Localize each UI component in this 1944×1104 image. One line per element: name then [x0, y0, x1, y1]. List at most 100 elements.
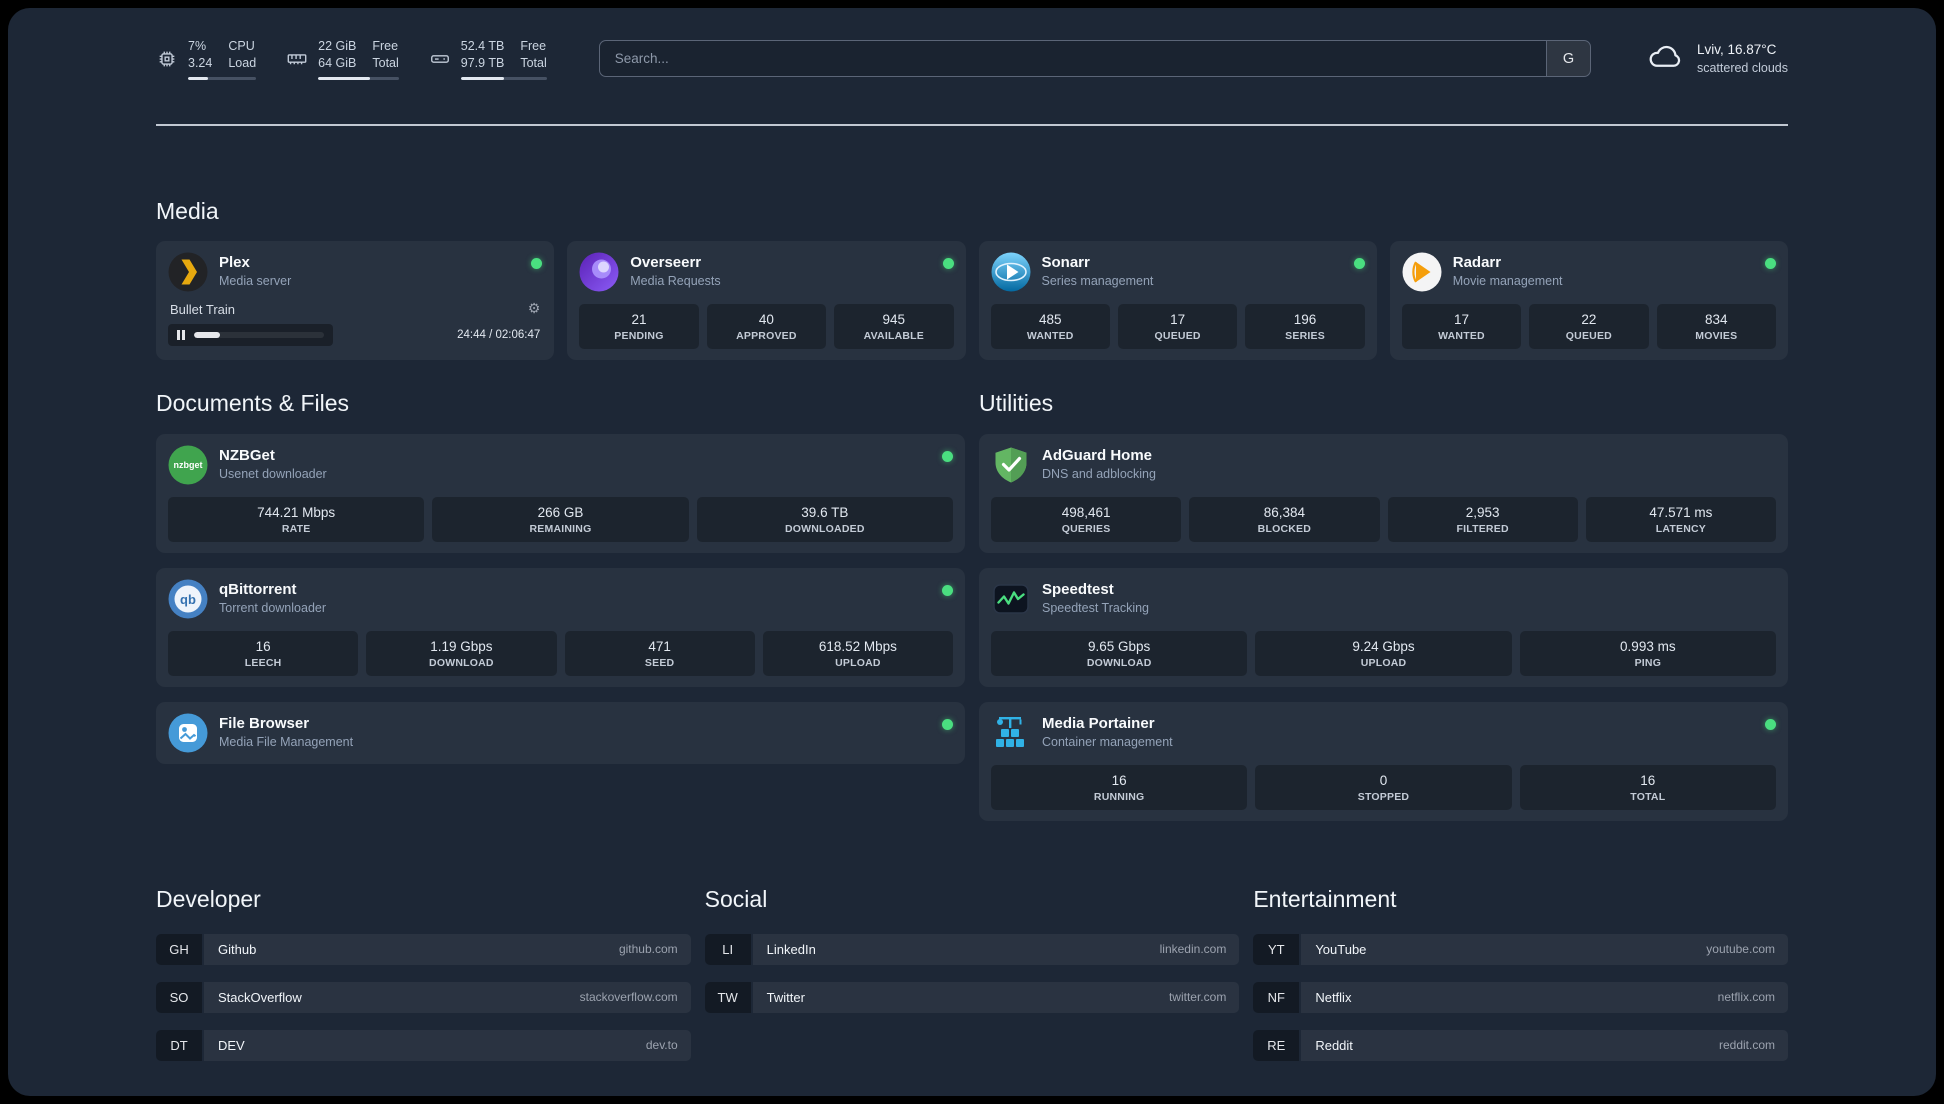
service-desc: Speedtest Tracking	[1042, 600, 1150, 615]
memory-widget: 22 GiB 64 GiB Free Total	[286, 38, 399, 80]
stats-row: 21 PENDING 40 APPROVED 945 AVAILABLE	[579, 304, 954, 350]
utilities-section: Utilities AdGuard Home DNS and adblockin…	[979, 390, 1788, 836]
bookmark-link[interactable]: RE Reddit reddit.com	[1253, 1029, 1788, 1061]
disk-icon	[429, 48, 451, 70]
memory-total-value: 64 GiB	[318, 55, 357, 70]
playback-time: 24:44 / 02:06:47	[457, 329, 541, 342]
service-card-nzbget[interactable]: nzbget NZBGet Usenet downloader 744.21 M…	[156, 433, 965, 553]
service-desc: Torrent downloader	[219, 600, 327, 615]
bookmark-link[interactable]: SO StackOverflow stackoverflow.com	[156, 981, 691, 1013]
stat-box: 47.571 ms LATENCY	[1585, 496, 1776, 542]
service-name: qBittorrent	[219, 580, 297, 598]
bookmark-url: netflix.com	[1717, 990, 1775, 1005]
bookmark-link[interactable]: TW Twitter twitter.com	[704, 981, 1240, 1013]
pause-button[interactable]	[177, 330, 185, 341]
stat-label: LATENCY	[1655, 522, 1707, 535]
disk-total-label: Total	[520, 55, 547, 70]
service-card-sonarr[interactable]: Sonarr Series management 485 WANTED	[978, 241, 1377, 361]
service-card-qbittorrent[interactable]: qb qBittorrent Torrent downloader 16 LEE…	[156, 567, 965, 687]
stat-label: DOWNLOAD	[1086, 656, 1152, 669]
stat-label: WANTED	[1026, 330, 1074, 343]
stat-value: 17	[1170, 312, 1186, 328]
stats-row: 744.21 Mbps RATE 266 GB REMAINING 39.6 T…	[168, 496, 953, 542]
bookmark-name: LinkedIn	[766, 941, 816, 957]
bookmark-link[interactable]: LI LinkedIn linkedin.com	[704, 933, 1240, 965]
playback-progress-bar[interactable]	[193, 332, 324, 339]
bookmark-url: stackoverflow.com	[579, 990, 678, 1005]
service-card-portainer[interactable]: Media Portainer Container management 16 …	[979, 701, 1788, 821]
weather-widget: Lviv, 16.87°C scattered clouds	[1643, 38, 1788, 79]
stat-value: 9.65 Gbps	[1088, 638, 1151, 654]
stat-value: 618.52 Mbps	[818, 638, 897, 654]
memory-free-label: Free	[372, 39, 399, 53]
bookmark-link[interactable]: NF Netflix netflix.com	[1253, 981, 1788, 1013]
memory-free-value: 22 GiB	[318, 39, 357, 53]
service-card-overseerr[interactable]: Overseerr Media Requests 21 PENDING	[567, 241, 966, 361]
overseerr-icon	[579, 252, 619, 292]
dashboard: 7% 3.24 CPU Load	[8, 8, 1936, 1096]
disk-free-label: Free	[520, 39, 547, 53]
stat-label: UPLOAD	[835, 656, 881, 669]
service-desc: Movie management	[1452, 274, 1563, 289]
cpu-icon	[156, 48, 178, 70]
stat-box: 0.993 ms PING	[1519, 630, 1776, 676]
bookmark-name: YouTube	[1315, 941, 1367, 957]
stat-box: 17 WANTED	[1401, 304, 1522, 350]
service-name: Radarr	[1452, 254, 1502, 272]
stat-box: 744.21 Mbps RATE	[168, 496, 425, 542]
bookmark-link[interactable]: GH Github github.com	[156, 933, 691, 965]
weather-location: Lviv, 16.87°C	[1696, 41, 1777, 57]
cpu-label: CPU	[228, 39, 255, 53]
bookmark-url: github.com	[618, 942, 678, 957]
bookmark-abbr: RE	[1253, 1029, 1300, 1061]
stat-box: 22 QUEUED	[1529, 304, 1649, 350]
stats-row: 17 WANTED 22 QUEUED 834 MOVIES	[1401, 304, 1777, 350]
service-card-adguard[interactable]: AdGuard Home DNS and adblocking 498,461 …	[979, 433, 1788, 553]
search-provider-label: G	[1562, 50, 1575, 67]
stat-value: 16	[255, 638, 271, 654]
service-card-plex[interactable]: Plex Media server Bullet Train ⚙	[156, 241, 555, 361]
bookmark-abbr: YT	[1253, 933, 1300, 965]
bookmark-name: Netflix	[1315, 989, 1352, 1005]
service-card-speedtest[interactable]: Speedtest Speedtest Tracking 9.65 Gbps D…	[979, 567, 1788, 687]
stat-box: 471 SEED	[564, 630, 755, 676]
stat-label: DOWNLOADED	[784, 522, 865, 535]
documents-section: Documents & Files nzbget NZBGet Usenet d…	[156, 390, 965, 779]
stat-box: 618.52 Mbps UPLOAD	[762, 630, 953, 676]
status-dot	[942, 584, 953, 596]
stat-value: 16	[1111, 772, 1127, 788]
stats-row: 485 WANTED 17 QUEUED 196 SERIES	[990, 304, 1365, 350]
stat-box: 0 STOPPED	[1255, 764, 1512, 810]
service-desc: Media File Management	[219, 734, 354, 749]
search-provider-button[interactable]: G	[1545, 41, 1590, 77]
stats-row: 16 LEECH 1.19 Gbps DOWNLOAD 471 SEED	[168, 630, 953, 676]
bookmark-url: reddit.com	[1718, 1038, 1775, 1053]
disk-widget: 52.4 TB 97.9 TB Free Total	[429, 38, 547, 80]
search-input[interactable]	[599, 41, 1546, 77]
status-dot	[942, 258, 954, 270]
stat-label: MOVIES	[1695, 330, 1738, 343]
stat-box: 2,953 FILTERED	[1387, 496, 1578, 542]
bookmark-name: DEV	[218, 1037, 245, 1053]
stat-value: 744.21 Mbps	[257, 504, 336, 520]
bookmark-link[interactable]: DT DEV dev.to	[156, 1029, 691, 1061]
stat-label: APPROVED	[736, 330, 797, 343]
portainer-icon	[991, 713, 1031, 753]
stat-box: 945 AVAILABLE	[834, 304, 954, 350]
stat-box: 16 RUNNING	[991, 764, 1248, 810]
bookmark-abbr: TW	[704, 981, 751, 1013]
stat-value: 40	[758, 312, 774, 328]
stat-value: 471	[648, 638, 671, 654]
status-dot	[1765, 258, 1776, 270]
stat-value: 196	[1293, 312, 1317, 328]
status-dot	[531, 258, 543, 270]
service-card-filebrowser[interactable]: File Browser Media File Management	[156, 701, 965, 764]
stat-box: 266 GB REMAINING	[432, 496, 689, 542]
settings-gear-icon[interactable]: ⚙	[527, 301, 541, 318]
bookmark-abbr: LI	[704, 933, 751, 965]
service-name: AdGuard Home	[1042, 446, 1153, 464]
service-card-radarr[interactable]: Radarr Movie management 17 WANTED	[1389, 241, 1788, 361]
bookmark-link[interactable]: YT YouTube youtube.com	[1253, 933, 1788, 965]
memory-total-label: Total	[372, 55, 399, 70]
bookmark-abbr: GH	[156, 933, 202, 965]
